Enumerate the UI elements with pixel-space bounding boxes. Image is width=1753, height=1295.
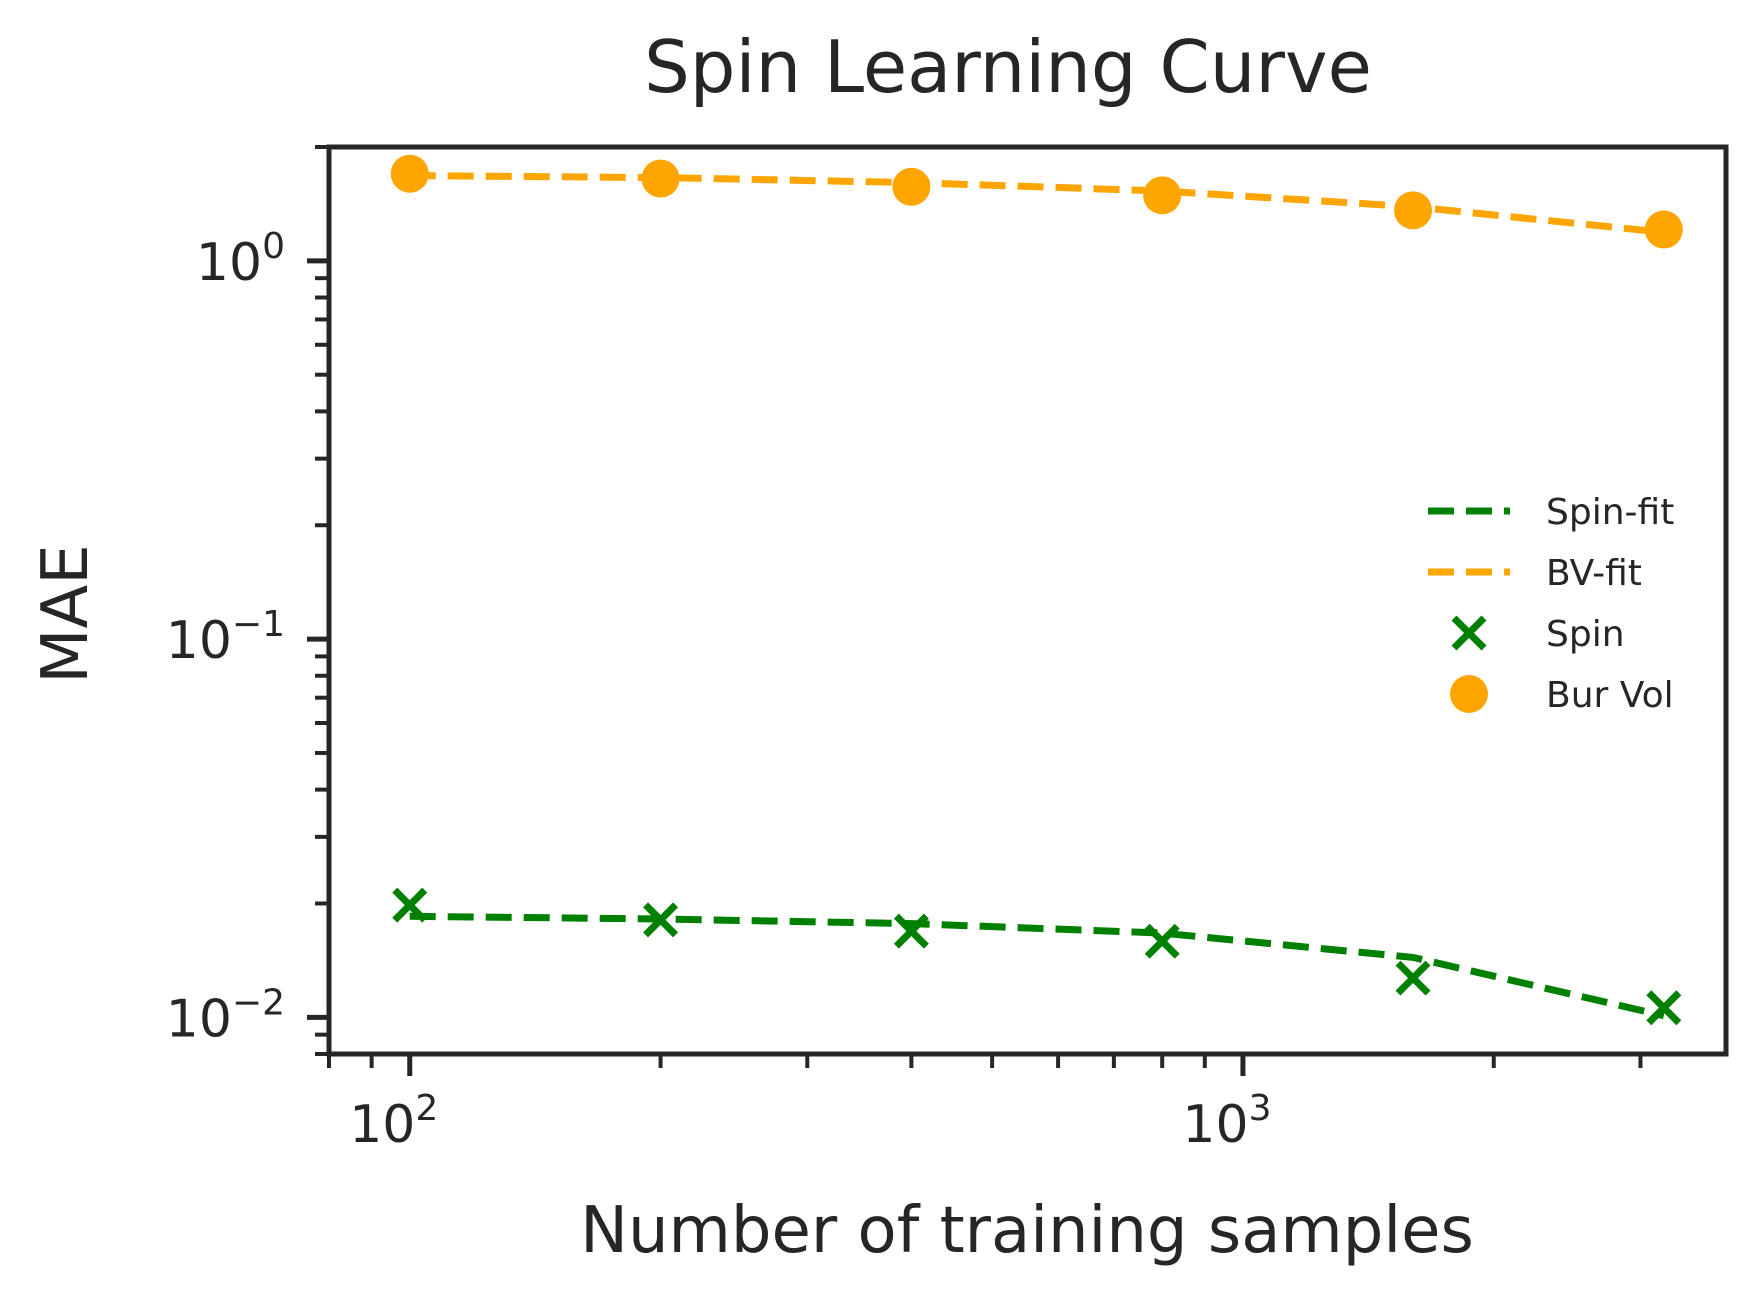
bur-vol-point (1394, 191, 1433, 230)
spin-point (392, 887, 428, 923)
bur-vol-point (641, 159, 680, 198)
y-axis-label: MAE (29, 544, 103, 683)
y-tick-label: 10−2 (166, 982, 285, 1049)
bur-vol-point (1644, 210, 1683, 249)
spin-point (1144, 923, 1180, 959)
legend-label: Bur Vol (1546, 675, 1674, 716)
y-tick-label: 10−1 (166, 604, 285, 671)
legend-label: Spin-fit (1546, 492, 1674, 533)
bur-vol-point (390, 154, 429, 193)
series-line-bv-fit (409, 172, 1665, 236)
x-tick-label: 103 (1182, 1088, 1271, 1155)
plot-frame (326, 144, 1729, 1057)
spin-point (893, 913, 929, 949)
legend: Spin-fit BV-fit Spin Bur Vol (1428, 492, 1674, 716)
plot-area (390, 154, 1683, 1026)
spin-point (1646, 990, 1682, 1026)
series-line-spin-fit (409, 912, 1665, 1020)
chart-title: Spin Learning Curve (644, 25, 1372, 109)
legend-circle-swatch (1450, 675, 1488, 713)
x-axis-ticks: 102 103 (327, 1054, 1643, 1155)
x-tick-label: 102 (349, 1088, 438, 1155)
y-tick-label: 100 (196, 226, 285, 293)
y-axis-ticks: 100 10−1 10−2 (166, 145, 329, 1056)
legend-label: BV-fit (1546, 553, 1642, 594)
bur-vol-point (892, 167, 931, 206)
legend-label: Spin (1546, 614, 1625, 655)
bur-vol-point (1143, 176, 1182, 215)
spin-point (643, 902, 679, 938)
spin-point (1395, 960, 1431, 996)
legend-x-swatch (1451, 615, 1487, 651)
x-axis-label: Number of training samples (580, 1194, 1474, 1268)
